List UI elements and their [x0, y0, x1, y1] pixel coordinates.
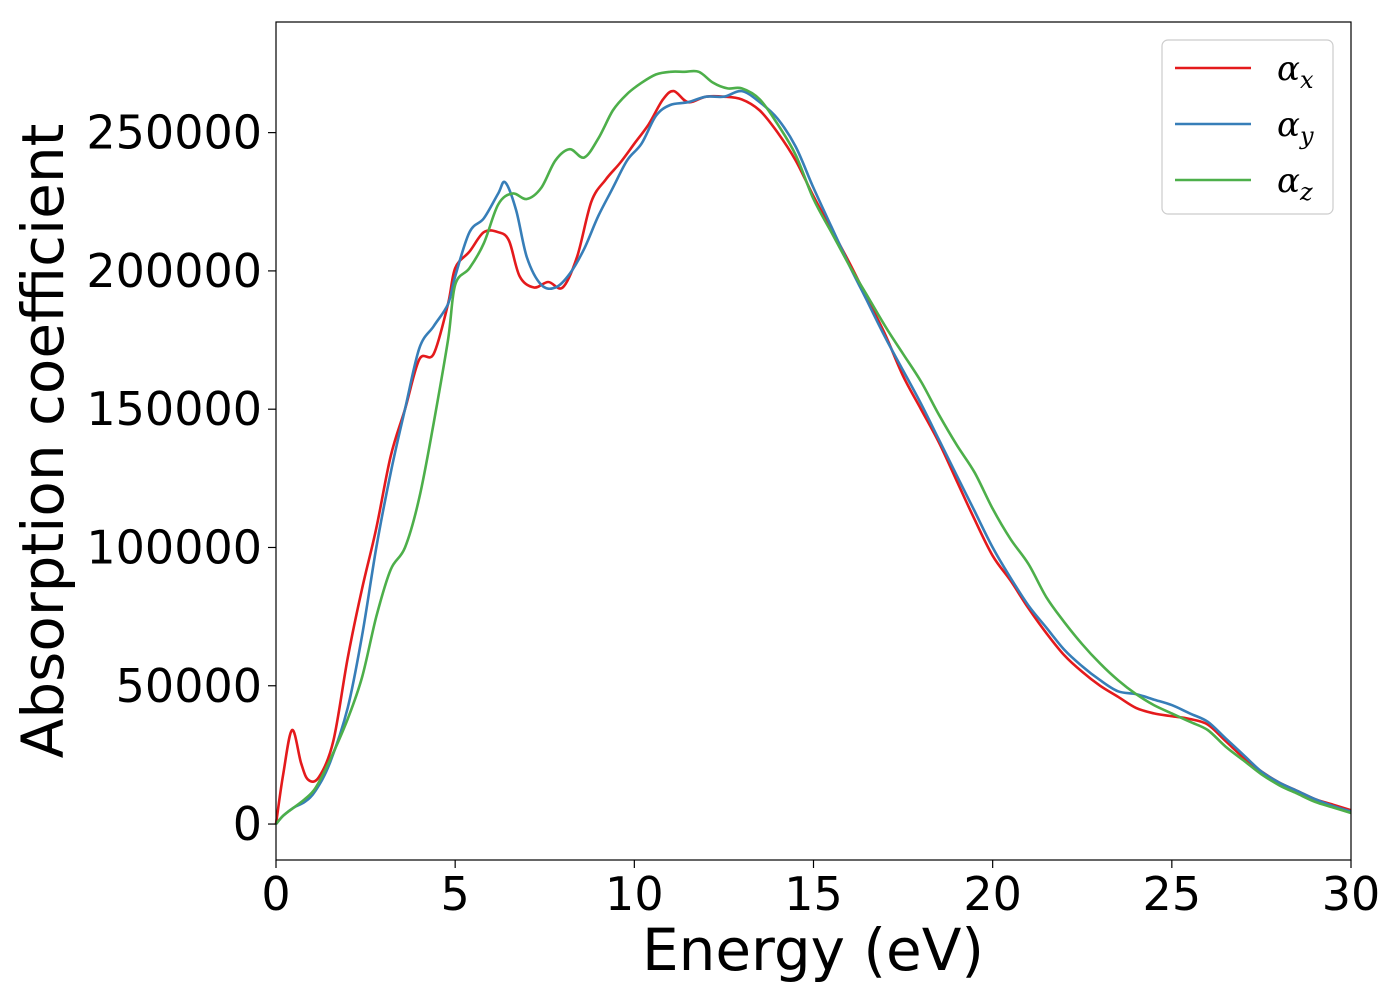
legend-box: [1161, 39, 1334, 215]
legend-label-z: αz: [1277, 161, 1313, 206]
x-tick-label: 15: [784, 867, 843, 921]
y-tick-label: 50000: [116, 659, 262, 713]
y-axis-title: Absorption coefficient: [9, 124, 77, 759]
y-tick-label: 200000: [86, 244, 262, 298]
legend: αx αy αz: [1161, 39, 1334, 215]
x-tick-label: 30: [1322, 867, 1381, 921]
x-axis-ticks: 0 5 10 15 20 25 30: [261, 860, 1380, 921]
y-tick-label: 250000: [86, 106, 262, 160]
y-tick-label: 0: [233, 797, 262, 851]
x-tick-label: 20: [963, 867, 1022, 921]
y-tick-label: 150000: [86, 382, 262, 436]
x-tick-label: 25: [1143, 867, 1202, 921]
x-tick-label: 5: [441, 867, 470, 921]
series-layer: [274, 69, 1352, 825]
x-tick-label: 10: [605, 867, 664, 921]
y-tick-label: 100000: [86, 520, 262, 574]
series-line-z: [275, 69, 1352, 825]
legend-label-x: αx: [1277, 49, 1314, 94]
x-tick-label: 0: [261, 867, 290, 921]
series-line-y: [275, 89, 1352, 825]
legend-label-y: αy: [1277, 105, 1314, 150]
x-axis-title: Energy (eV): [642, 916, 984, 984]
y-axis-ticks: 0 50000 100000 150000 200000 250000: [86, 106, 276, 851]
